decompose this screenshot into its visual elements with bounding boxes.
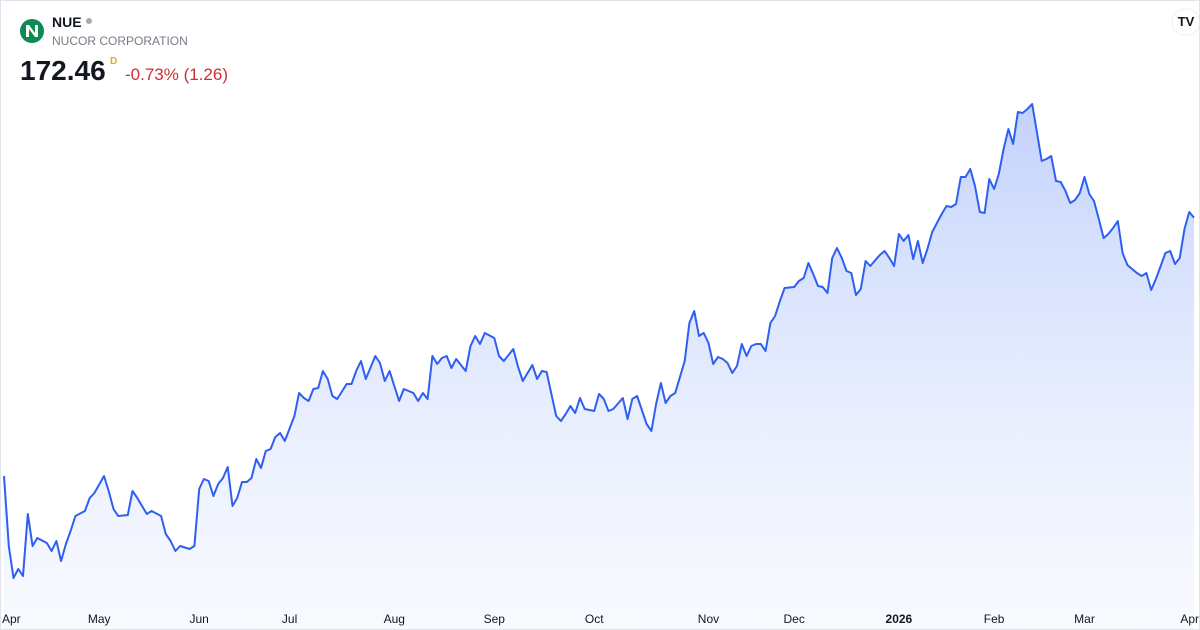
tv-logo[interactable]: TV: [1178, 14, 1195, 29]
price: 172.46: [20, 55, 106, 86]
logo-mark: [26, 25, 38, 37]
x-tick-label: Apr: [2, 612, 21, 626]
price-line: [3, 103, 1195, 579]
x-tick-label: Jun: [189, 612, 208, 626]
x-tick-label: Sep: [484, 612, 506, 626]
change: -0.73% (1.26): [125, 65, 228, 84]
interval: D: [110, 56, 118, 67]
x-tick-label: Mar: [1074, 612, 1095, 626]
x-tick-label: May: [88, 612, 111, 626]
x-tick-label: Aug: [384, 612, 405, 626]
x-tick-label: Feb: [984, 612, 1005, 626]
x-tick-label: Nov: [698, 612, 719, 626]
x-tick-label: Oct: [585, 612, 604, 626]
x-tick-label: Apr: [1180, 612, 1199, 626]
x-tick-label: 2026: [886, 612, 913, 626]
symbol: NUE: [52, 14, 82, 30]
status-dot: [86, 18, 92, 24]
x-tick-label: Jul: [282, 612, 297, 626]
area-fill: [4, 104, 1194, 629]
tv-badge[interactable]: [1171, 8, 1200, 36]
company-name: NUCOR CORPORATION: [52, 34, 188, 48]
x-tick-label: Dec: [783, 612, 804, 626]
